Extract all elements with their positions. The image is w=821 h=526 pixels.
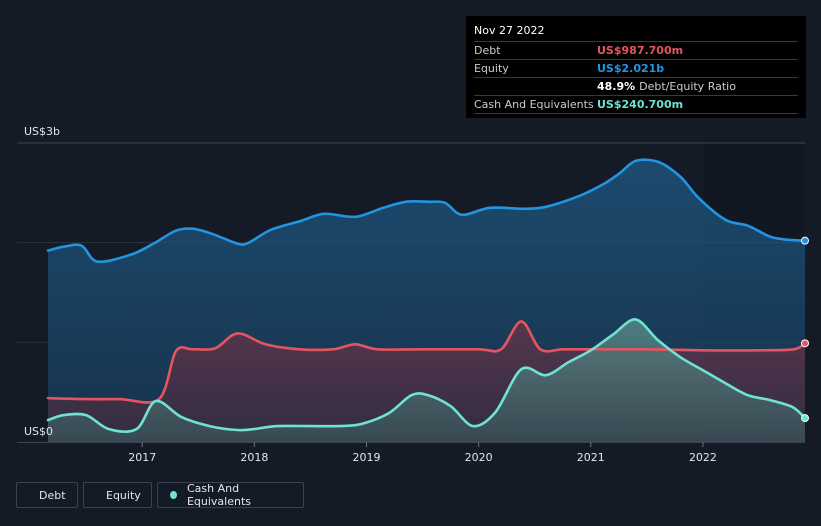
- debt-line: [46, 320, 807, 404]
- debt-endpoint[interactable]: [801, 339, 809, 348]
- tooltip-debt-value: US$987.700m: [597, 44, 684, 57]
- tooltip-row-debt: Debt US$987.700m: [474, 41, 798, 59]
- legend-cash-label: Cash And Equivalents: [186, 482, 252, 508]
- tooltip-cash-value: US$240.700m: [597, 98, 684, 111]
- hover-tooltip: Nov 27 2022 Debt US$987.700m Equity US$2…: [466, 16, 806, 118]
- tooltip-row-cash: Cash And Equivalents US$240.700m: [474, 95, 798, 114]
- tooltip-date: Nov 27 2022: [474, 24, 545, 37]
- series-endpoints: [801, 236, 809, 423]
- legend-item-cash[interactable]: Cash And Equivalents: [157, 482, 304, 508]
- cash-dot-icon: [170, 491, 177, 499]
- equity-line: [46, 158, 807, 264]
- tooltip-row-equity: Equity US$2.021b: [474, 59, 798, 77]
- tooltip-ratio-label: Debt/Equity Ratio: [639, 80, 736, 93]
- tooltip-debt-label: Debt: [474, 44, 501, 57]
- y-axis-top-label: US$3b: [24, 125, 60, 138]
- x-tick-label: 2019: [353, 451, 381, 464]
- tooltip-cash-label: Cash And Equivalents: [474, 98, 594, 111]
- x-tick-label: 2018: [240, 451, 268, 464]
- legend-equity-label: Equity: [106, 488, 141, 502]
- equity-endpoint[interactable]: [801, 236, 809, 245]
- x-tick-label: 2021: [577, 451, 605, 464]
- series-lines: [46, 158, 807, 433]
- x-axis: 2017 2018 2019 2020 2021 2022: [17, 442, 805, 464]
- tooltip-row-ratio: 48.9% Debt/Equity Ratio: [474, 77, 798, 95]
- x-tick-label: 2020: [465, 451, 493, 464]
- tooltip-ratio-value: 48.9%: [597, 80, 636, 93]
- tooltip-equity-value: US$2.021b: [597, 62, 665, 75]
- legend-debt-label: Debt: [39, 488, 66, 502]
- cash-endpoint[interactable]: [801, 414, 809, 423]
- legend-item-debt[interactable]: Debt: [16, 482, 78, 508]
- tooltip-equity-label: Equity: [474, 62, 509, 75]
- legend-item-equity[interactable]: Equity: [83, 482, 152, 508]
- cash-line: [46, 318, 807, 433]
- y-axis-bottom-label: US$0: [24, 425, 53, 438]
- x-tick-label: 2017: [128, 451, 156, 464]
- x-tick-label: 2022: [689, 451, 717, 464]
